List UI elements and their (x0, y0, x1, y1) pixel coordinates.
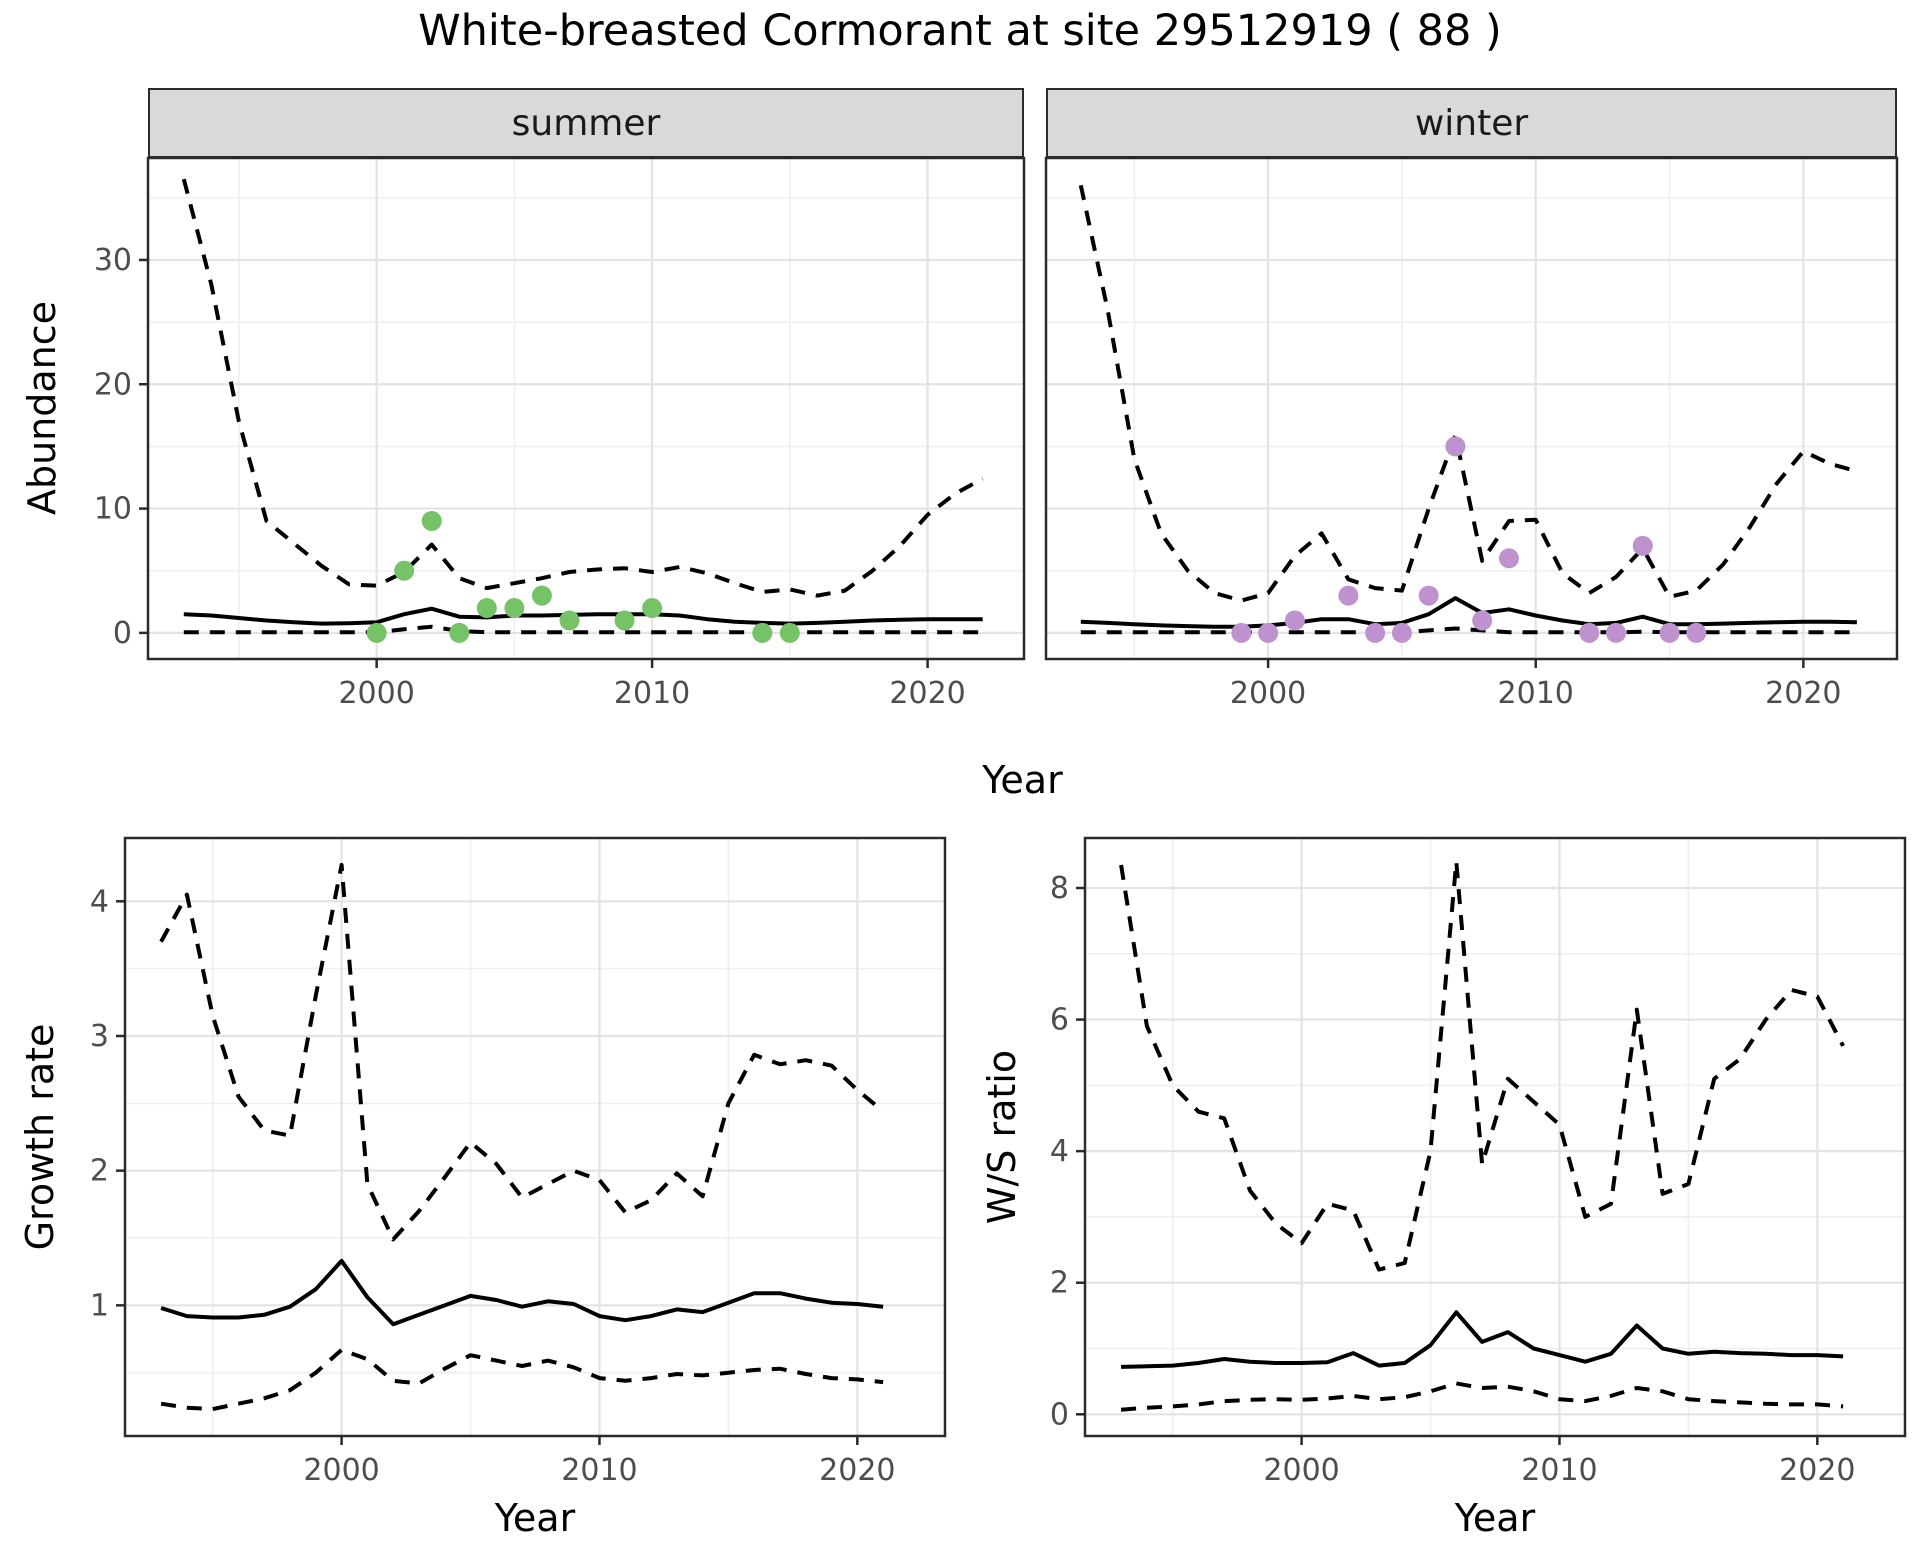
svg-text:4: 4 (90, 884, 109, 919)
svg-text:2010: 2010 (1521, 1453, 1597, 1488)
svg-text:2: 2 (90, 1154, 109, 1189)
facet-strip-summer: summer (148, 88, 1024, 158)
svg-text:2020: 2020 (1779, 1453, 1855, 1488)
facet-strip-summer-label: summer (511, 102, 661, 144)
abundance-summer-upper-ci (181, 178, 984, 598)
svg-text:2010: 2010 (614, 676, 690, 711)
svg-text:30: 30 (94, 243, 132, 278)
growth-rate-estimate (160, 1258, 884, 1327)
svg-text:2: 2 (1050, 1266, 1069, 1301)
growth-rate-panel: 2000 2010 2020 1 2 3 4 (90, 836, 947, 1488)
svg-text:2000: 2000 (1230, 676, 1306, 711)
ws-ratio-x-axis-title: Year (1454, 1496, 1536, 1540)
svg-text:1: 1 (90, 1288, 109, 1323)
ws-ratio-panel: 2000 2010 2020 0 2 4 6 8 (1050, 836, 1907, 1488)
abundance-y-axis-title: Abundance (20, 300, 64, 516)
growth-rate-lower-ci (160, 1347, 884, 1412)
svg-text:20: 20 (94, 367, 132, 402)
ws-ratio-estimate (1121, 1310, 1844, 1369)
svg-text:6: 6 (1050, 1003, 1069, 1038)
ws-ratio-lower-ci (1120, 1381, 1844, 1412)
abundance-winter-observed-counts (1231, 436, 1707, 643)
page-title: White-breasted Cormorant at site 2951291… (418, 6, 1502, 56)
abundance-summer-panel: 2000 2010 2020 0 10 20 30 (94, 156, 1026, 711)
abundance-winter-upper-ci (1078, 184, 1858, 603)
svg-text:3: 3 (90, 1019, 109, 1054)
facet-strip-winter-label: winter (1414, 102, 1529, 144)
svg-text:10: 10 (94, 492, 132, 527)
svg-text:2020: 2020 (819, 1453, 895, 1488)
facet-strip-winter: winter (1046, 88, 1897, 158)
svg-text:2020: 2020 (1765, 676, 1841, 711)
growth-rate-y-axis-title: Growth rate (18, 1023, 62, 1251)
svg-text:4: 4 (1050, 1134, 1069, 1169)
abundance-winter-panel: 2000 2010 2020 (1044, 156, 1899, 711)
svg-text:2000: 2000 (338, 676, 414, 711)
ws-ratio-y-axis-title: W/S ratio (980, 1049, 1024, 1225)
svg-text:2010: 2010 (1498, 676, 1574, 711)
growth-rate-upper-ci (159, 862, 885, 1242)
svg-text:0: 0 (1050, 1397, 1069, 1432)
svg-text:2020: 2020 (889, 676, 965, 711)
abundance-summer-lower-ci (183, 624, 983, 635)
svg-text:2000: 2000 (303, 1453, 379, 1488)
svg-text:0: 0 (113, 616, 132, 651)
top-x-axis-title: Year (982, 758, 1063, 802)
svg-text:2010: 2010 (561, 1453, 637, 1488)
svg-text:8: 8 (1050, 871, 1069, 906)
svg-text:2000: 2000 (1263, 1453, 1339, 1488)
ws-ratio-upper-ci (1119, 859, 1845, 1272)
growth-rate-x-axis-title: Year (494, 1496, 576, 1540)
abundance-summer-observed-counts (366, 511, 800, 643)
abundance-winter-estimate (1080, 596, 1857, 629)
abundance-summer-estimate (183, 606, 983, 626)
abundance-winter-lower-ci (1080, 626, 1857, 635)
